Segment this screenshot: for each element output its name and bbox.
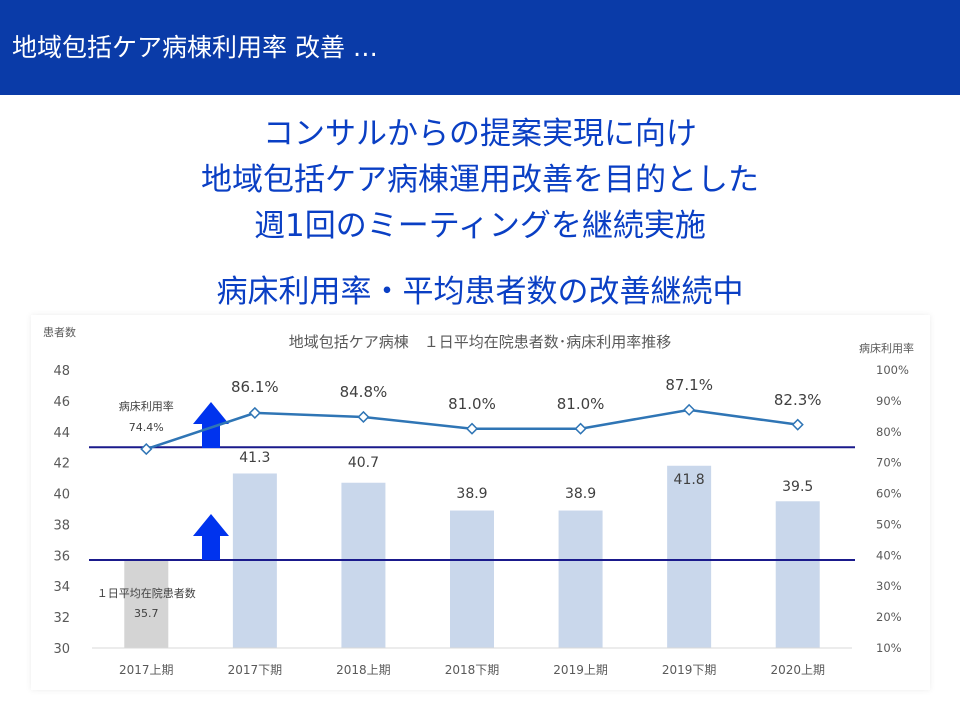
bar [341,482,386,648]
series-name-patients: １日平均在院患者数 [97,586,196,600]
line-value-label: 74.4% [129,421,164,434]
line-marker [248,406,261,419]
line-value-label: 81.0% [448,395,496,413]
up-arrow-icon [193,514,229,560]
y2-tick-label: 80% [876,425,902,439]
axis-layer: 30 32 34 36 38 40 42 44 46 48 10% 20% 30% 40% 50% 60% 70… [53,363,908,677]
bar-value-label: 39.5 [782,479,813,495]
bar-value-label: 41.3 [239,450,270,466]
y2-tick-label: 20% [876,610,902,624]
y-tick-label: 40 [53,488,70,503]
x-tick-label: 2019上期 [553,663,608,677]
y2-tick-label: 100% [876,363,909,377]
y-tick-label: 48 [53,364,70,379]
y-tick-label: 34 [53,580,70,595]
bar-value-label: 38.9 [456,486,487,502]
y2-tick-label: 60% [876,487,902,501]
y-tick-label: 32 [53,611,70,626]
message-line-2: 地域包括ケア病棟運用改善を目的とした [201,162,759,198]
highlight-message: 病床利用率・平均患者数の改善継続中 [216,274,744,310]
y2-tick-label: 40% [876,548,902,562]
line-value-label: 86.1% [231,378,279,396]
header-bar: 地域包括ケア病棟利用率 改善 … [0,0,960,95]
bar [450,510,494,648]
x-tick-label: 2018下期 [445,663,500,677]
line-layer [140,403,804,456]
y2-tick-label: 70% [876,456,902,470]
message-line-1: コンサルからの提案実現に向け [263,116,697,152]
y2-tick-label: 10% [876,641,902,655]
x-tick-label: 2019下期 [662,663,717,677]
bar [667,465,712,648]
bar-value-label: 40.7 [348,455,379,471]
y-axis-label: 患者数 [43,326,76,339]
bar [775,501,820,648]
line-value-label: 81.0% [557,395,605,413]
line-marker [140,443,153,456]
y-tick-label: 38 [53,518,70,533]
y-tick-label: 36 [53,549,70,564]
y2-tick-label: 50% [876,517,902,531]
reference-line-layer [89,402,855,561]
x-tick-label: 2017下期 [228,663,283,677]
line-value-label: 84.8% [340,383,388,401]
page-title: 地域包括ケア病棟利用率 改善 … [12,33,378,62]
y-tick-label: 44 [53,426,70,441]
line-marker [683,403,696,416]
chart-title: 地域包括ケア病棟 １日平均在院患者数･病床利用率推移 [289,333,672,351]
y2-tick-label: 90% [876,394,902,408]
line-marker [465,422,479,435]
line-marker [357,410,370,424]
message-line-3: 週1回のミーティングを継続実施 [254,208,706,244]
x-tick-label: 2020上期 [770,663,825,677]
y2-tick-label: 30% [876,579,902,593]
line-marker [791,418,804,431]
up-arrow-icon [193,402,229,448]
y-tick-label: 42 [53,457,70,472]
y2-axis-label: 病床利用率 [859,341,914,355]
bar-value-label: 38.9 [565,486,596,502]
line-value-label: 87.1% [665,376,713,394]
x-tick-label: 2017上期 [119,663,174,677]
bar [558,510,603,648]
line-marker [574,422,587,435]
label-layer: 35.7 41.3 40.7 38.9 38.9 41.8 39.5 74.4% 86.1% 84… [97,376,822,620]
line-value-label: 82.3% [774,391,822,409]
bar-value-label: 35.7 [134,607,159,620]
x-tick-label: 2018上期 [336,663,391,677]
y-tick-label: 46 [53,395,70,410]
y-tick-label: 30 [53,642,70,657]
series-name-utilization: 病床利用率 [119,399,174,413]
bar-value-label: 41.8 [674,472,705,488]
bar [124,559,169,648]
